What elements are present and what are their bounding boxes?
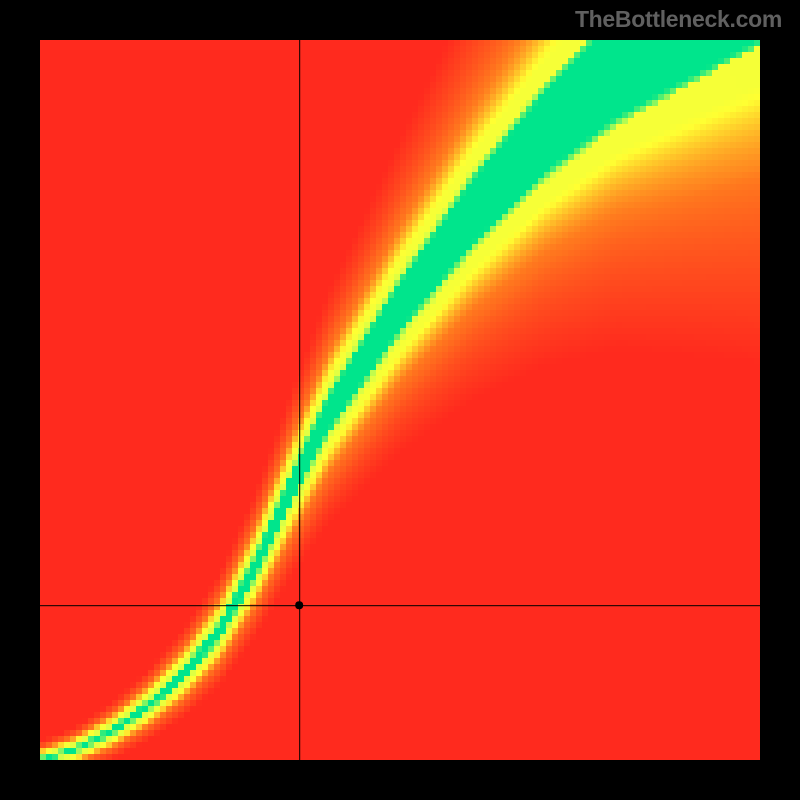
watermark-label: TheBottleneck.com	[575, 6, 782, 33]
chart-container: { "watermark_text": "TheBottleneck.com",…	[0, 0, 800, 800]
bottleneck-heatmap	[0, 0, 800, 800]
